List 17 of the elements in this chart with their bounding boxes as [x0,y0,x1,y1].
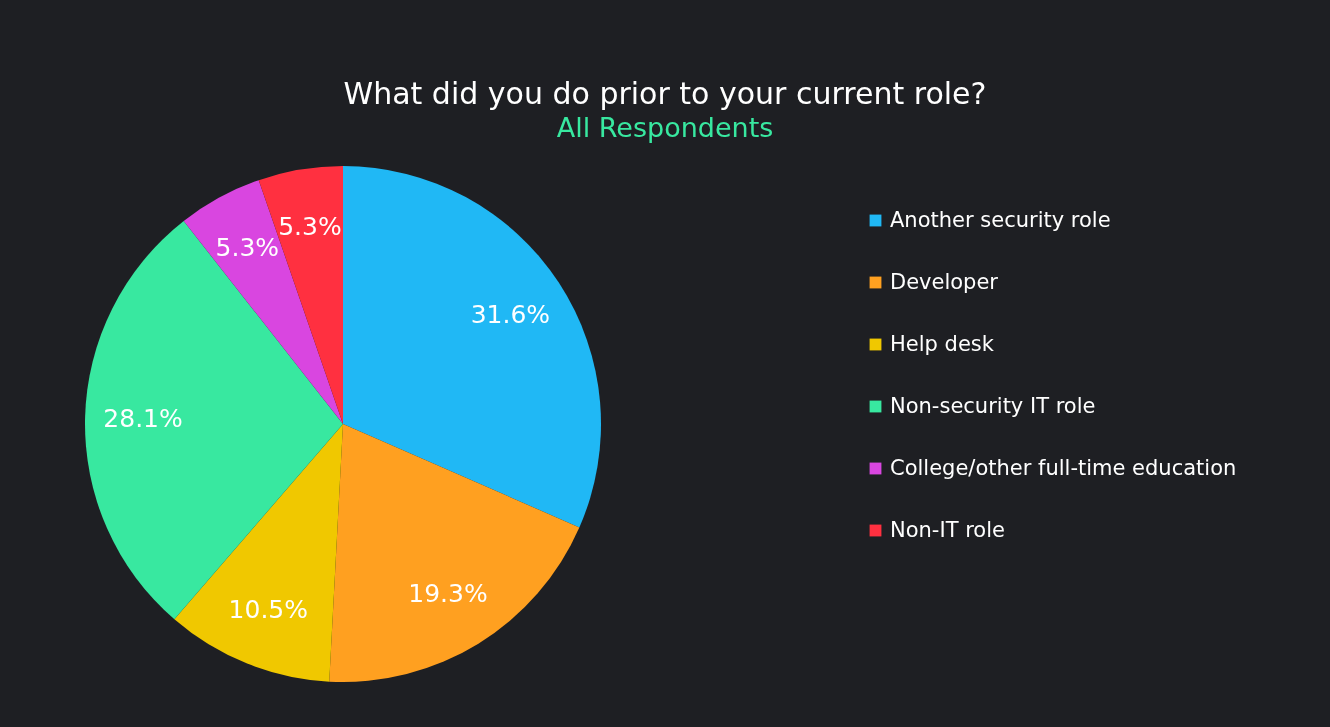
pie-slice [329,424,580,682]
chart-subtitle: All Respondents [556,112,774,143]
chart-title: What did you do prior to your current role? [343,76,987,111]
data-label: 28.1% [103,404,183,434]
legend-label: Another security role [890,207,1111,232]
data-label: 31.6% [470,299,551,329]
pie-slice [183,180,343,424]
legend-label: Non-IT role [890,517,1005,542]
legend-label: Help desk [890,331,995,356]
pie-slice [343,166,601,528]
data-label: 5.3% [278,211,342,241]
legend-label: Non-security IT role [890,393,1096,418]
data-label: 19.3% [408,579,488,609]
legend-label: Developer [890,269,999,294]
data-label: 10.5% [228,594,308,624]
data-label: 5.3% [215,233,280,263]
legend-label: College/other full-time education [890,455,1237,480]
